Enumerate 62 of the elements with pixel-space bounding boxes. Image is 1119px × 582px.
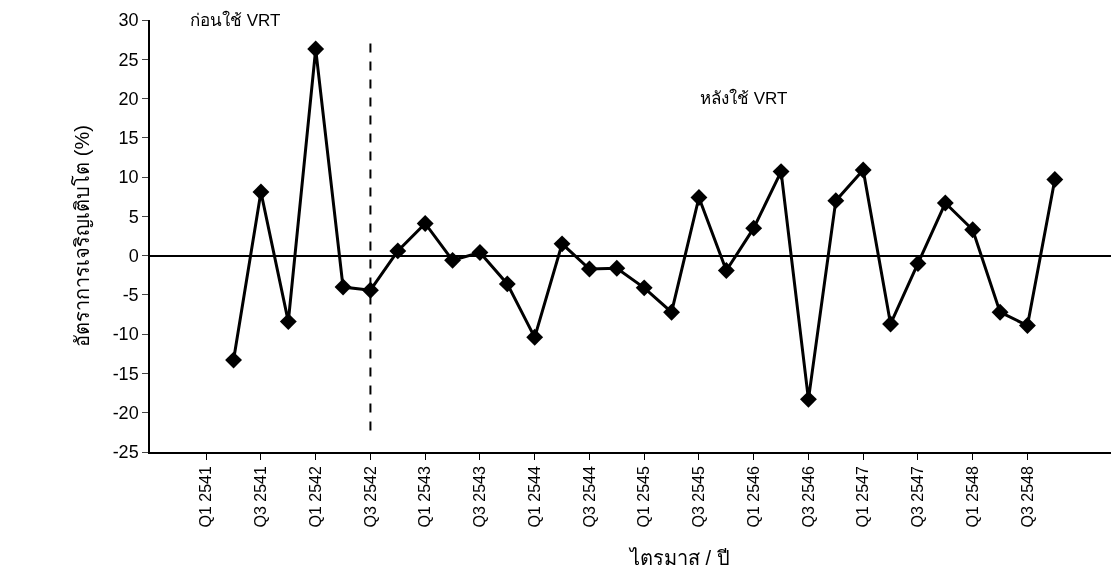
point xyxy=(690,189,708,206)
y-tick-label: 0 xyxy=(128,245,139,266)
point xyxy=(389,242,407,260)
point xyxy=(772,163,790,181)
y-tick-label: -20 xyxy=(112,403,139,424)
point xyxy=(936,194,954,212)
point xyxy=(608,259,626,277)
y-tick-label: -5 xyxy=(122,285,139,306)
point xyxy=(882,315,900,333)
x-tick-label: Q3 2548 xyxy=(1018,466,1036,528)
x-tick-label: Q3 2544 xyxy=(580,466,598,528)
x-tick-label: Q3 2546 xyxy=(799,466,817,528)
x-tick-label: Q3 2541 xyxy=(252,466,270,528)
point xyxy=(580,260,598,278)
x-tick-label: Q1 2548 xyxy=(963,466,981,528)
point xyxy=(526,328,544,346)
y-tick-label: -25 xyxy=(112,442,139,463)
x-tick-label: Q3 2545 xyxy=(690,466,708,528)
y-tick-label: 25 xyxy=(118,49,139,70)
x-tick-label: Q3 2542 xyxy=(361,466,379,528)
y-tick-label: 20 xyxy=(118,88,139,109)
point xyxy=(909,255,927,272)
x-tick-label: Q1 2544 xyxy=(525,466,543,528)
x-tick-label: Q3 2543 xyxy=(471,466,489,528)
y-tick-label: 15 xyxy=(118,128,139,149)
point xyxy=(444,251,462,269)
point xyxy=(279,313,297,331)
point xyxy=(252,183,270,201)
point xyxy=(225,351,242,369)
point xyxy=(745,219,763,237)
point xyxy=(717,262,735,280)
y-tick-label: 30 xyxy=(118,10,139,31)
point xyxy=(663,303,681,321)
point xyxy=(1019,317,1036,334)
point xyxy=(854,161,872,179)
x-axis-title: ไตรมาส / ปี xyxy=(628,547,730,569)
x-tick-label: Q3 2547 xyxy=(909,466,927,528)
point xyxy=(635,279,653,297)
x-tick-label: Q1 2545 xyxy=(635,466,653,528)
point xyxy=(991,303,1009,321)
x-tick-label: Q1 2542 xyxy=(306,466,324,528)
point xyxy=(361,281,379,299)
point xyxy=(827,192,845,210)
point xyxy=(553,235,571,253)
y-tick-label: -10 xyxy=(112,324,139,345)
point xyxy=(498,275,516,293)
y-tick-label: 5 xyxy=(128,206,139,227)
x-tick-label: Q1 2541 xyxy=(197,466,215,528)
x-tick-label: Q1 2546 xyxy=(744,466,762,528)
x-tick-label: Q1 2547 xyxy=(854,466,872,528)
point xyxy=(334,278,352,296)
point xyxy=(416,214,434,232)
point xyxy=(964,221,982,239)
point xyxy=(1046,171,1064,188)
y-axis-title: อัตราการเจริญเติบโต (%) xyxy=(70,125,94,347)
annotation: หลังใช้ VRT xyxy=(700,88,788,108)
point xyxy=(307,40,325,58)
point xyxy=(471,244,489,261)
y-tick-label: 10 xyxy=(118,167,139,188)
y-tick-label: -15 xyxy=(112,363,139,384)
annotation: ก่อนใช้ VRT xyxy=(190,10,281,30)
x-tick-label: Q1 2543 xyxy=(416,466,434,528)
